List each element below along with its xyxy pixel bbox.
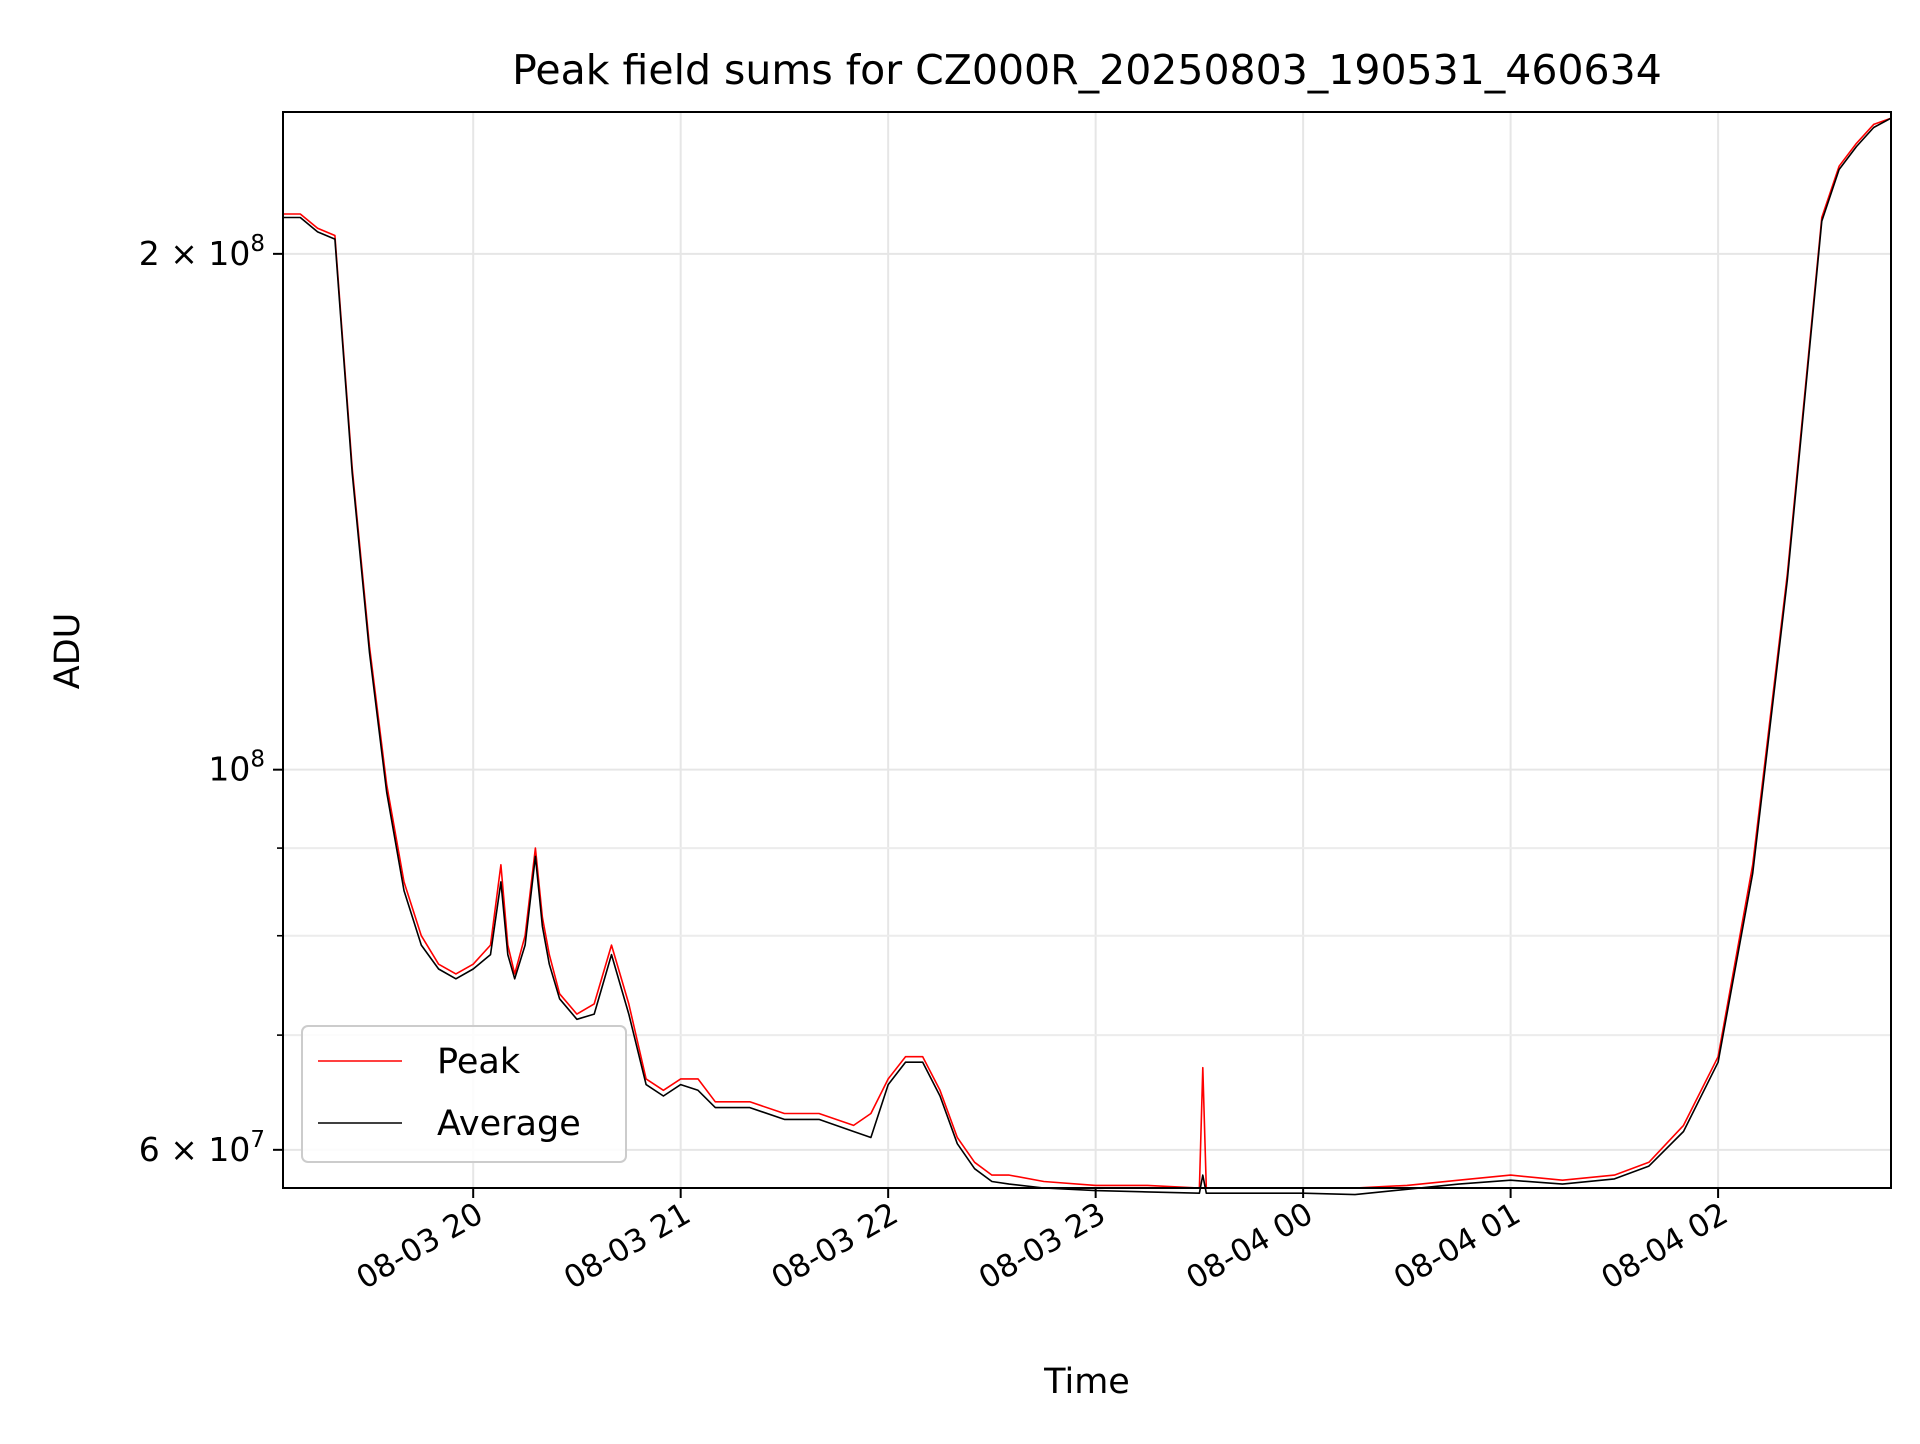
chart-background [0, 0, 1920, 1440]
x-axis-label: Time [1043, 1362, 1130, 1402]
legend-label-average: Average [437, 1104, 581, 1144]
y-axis-label: ADU [48, 613, 88, 690]
chart-title: Peak field sums for CZ000R_20250803_1905… [512, 46, 1662, 94]
y-tick-label: 2 × 108 [139, 231, 265, 273]
legend: Peak Average [302, 1026, 626, 1162]
chart-svg: 08-03 20 08-03 21 08-03 22 08-03 23 08-04 00… [0, 0, 1920, 1440]
legend-label-peak: Peak [437, 1042, 521, 1082]
chart-root: 08-03 20 08-03 21 08-03 22 08-03 23 08-04 00… [0, 0, 1920, 1440]
y-tick-label: 6 × 107 [139, 1127, 265, 1169]
